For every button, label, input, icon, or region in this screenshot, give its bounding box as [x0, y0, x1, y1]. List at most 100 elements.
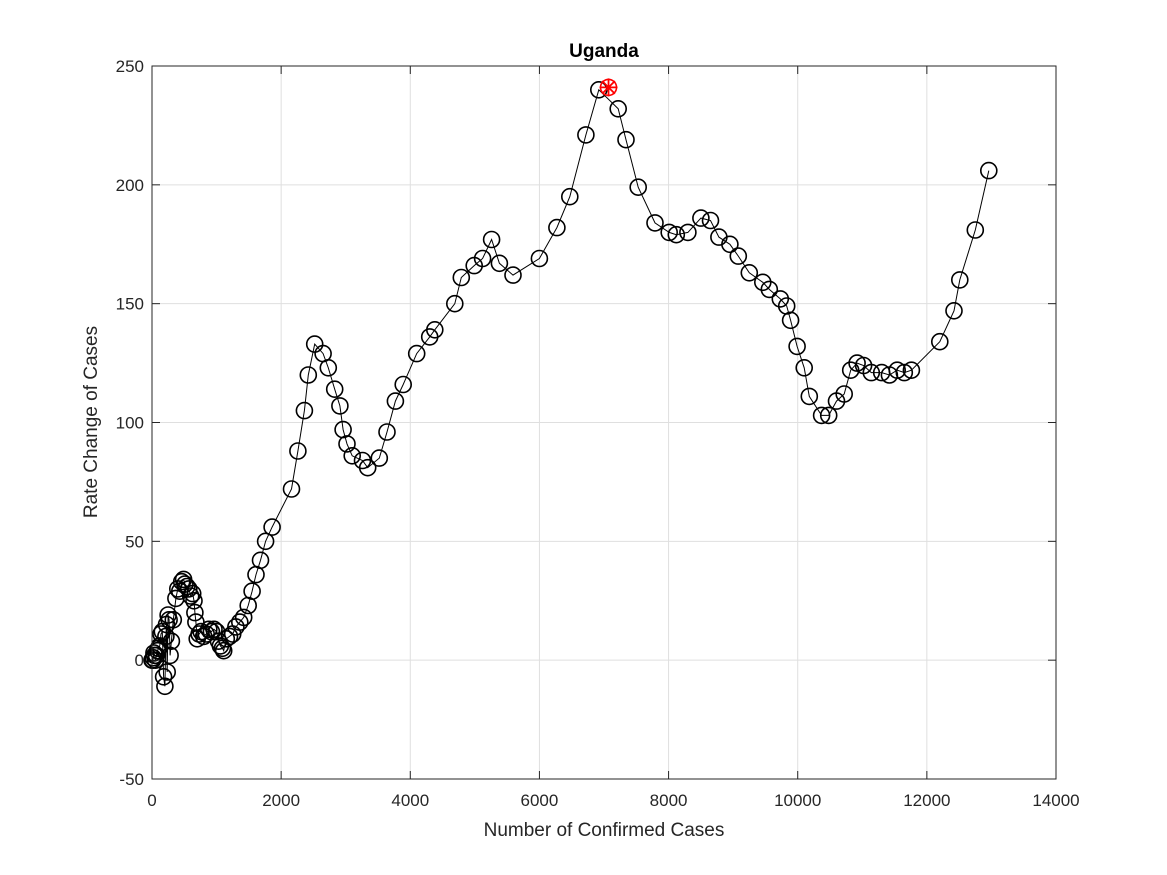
data-point: [888, 361, 907, 380]
x-tick-label: 4000: [391, 791, 429, 810]
grid: [151, 65, 1057, 780]
data-point: [299, 366, 318, 384]
data-point: [157, 627, 175, 646]
chart-title: Uganda: [569, 41, 639, 62]
data-point: [243, 582, 261, 601]
data-point: [407, 344, 426, 363]
data-point: [251, 551, 270, 570]
data-point: [895, 363, 914, 382]
data-point: [263, 518, 281, 536]
data-point: [902, 361, 921, 380]
y-tick-label: 150: [116, 295, 144, 314]
y-tick-label: 200: [116, 176, 144, 195]
data-point: [445, 294, 464, 313]
data-point: [530, 249, 549, 268]
data-point: [164, 610, 183, 629]
data-point: [186, 603, 204, 622]
data-point: [660, 223, 679, 242]
highlight-layer: [599, 78, 618, 97]
series-line: [152, 88, 990, 687]
data-point: [452, 268, 471, 287]
data-point: [331, 397, 349, 415]
data-point: [231, 613, 249, 631]
x-tick-label: 0: [147, 791, 156, 810]
y-tick-label: -50: [119, 770, 144, 789]
data-point: [343, 446, 362, 465]
data-point: [679, 223, 697, 242]
data-point: [338, 435, 356, 453]
y-tick-label: 50: [125, 532, 144, 551]
data-point: [966, 221, 985, 239]
data-point: [282, 480, 301, 498]
data-point: [289, 442, 307, 460]
data-point: [200, 620, 218, 639]
peak-marker: [599, 78, 618, 97]
x-tick-label: 8000: [650, 791, 688, 810]
data-point: [646, 214, 664, 232]
data-point: [181, 587, 200, 605]
data-point: [156, 677, 174, 696]
data-point: [819, 406, 838, 425]
data-point: [667, 225, 686, 244]
x-axis-label: Number of Confirmed Cases: [484, 820, 725, 841]
data-point: [295, 401, 314, 420]
data-point: [160, 610, 178, 629]
data-point: [234, 608, 253, 627]
data-point: [220, 627, 239, 646]
series-layer: [143, 81, 998, 696]
data-point: [701, 211, 720, 230]
data-point: [740, 263, 759, 282]
y-tick-label: 100: [116, 414, 144, 433]
data-point: [217, 629, 236, 648]
data-point: [358, 458, 377, 477]
data-point: [617, 130, 635, 149]
data-point: [504, 266, 522, 284]
data-point: [394, 375, 413, 394]
data-point: [482, 230, 501, 249]
data-point: [788, 337, 806, 356]
data-point: [835, 385, 854, 403]
data-point: [162, 632, 181, 651]
data-point: [425, 320, 444, 339]
data-point: [862, 363, 881, 382]
data-point: [183, 584, 202, 603]
y-tick-label: 250: [116, 57, 144, 76]
x-tick-label: 12000: [903, 791, 950, 810]
data-point: [760, 280, 779, 299]
data-point: [180, 580, 198, 598]
data-point: [154, 667, 173, 686]
data-point: [729, 247, 748, 265]
data-point: [692, 209, 710, 227]
x-tick-label: 2000: [262, 791, 300, 810]
data-point: [800, 387, 819, 406]
data-point: [158, 663, 176, 681]
data-point: [930, 332, 949, 351]
data-point: [577, 126, 595, 144]
data-point: [950, 271, 969, 289]
x-tick-label: 10000: [774, 791, 821, 810]
data-point: [812, 406, 831, 425]
ticks: 0 2000 4000 6000 8000 10000 12000 14000-5005010…: [116, 57, 1080, 810]
data-point: [795, 358, 814, 377]
data-point: [721, 235, 739, 254]
data-point: [490, 254, 509, 273]
x-tick-label: 14000: [1032, 791, 1079, 810]
data-point: [609, 100, 628, 118]
data-point: [370, 449, 389, 467]
data-point: [473, 249, 492, 268]
y-axis-label: Rate Change of Cases: [81, 326, 102, 518]
data-point: [205, 620, 223, 639]
data-point: [979, 161, 998, 180]
peak-star-ray: [601, 80, 616, 95]
data-point: [386, 392, 405, 410]
data-point: [319, 358, 338, 377]
data-point: [256, 532, 275, 551]
data-point: [629, 178, 648, 196]
data-point: [945, 301, 963, 320]
x-tick-label: 6000: [521, 791, 559, 810]
data-point: [185, 591, 203, 610]
data-point: [161, 646, 179, 665]
data-point: [560, 187, 579, 206]
data-point: [548, 218, 566, 237]
